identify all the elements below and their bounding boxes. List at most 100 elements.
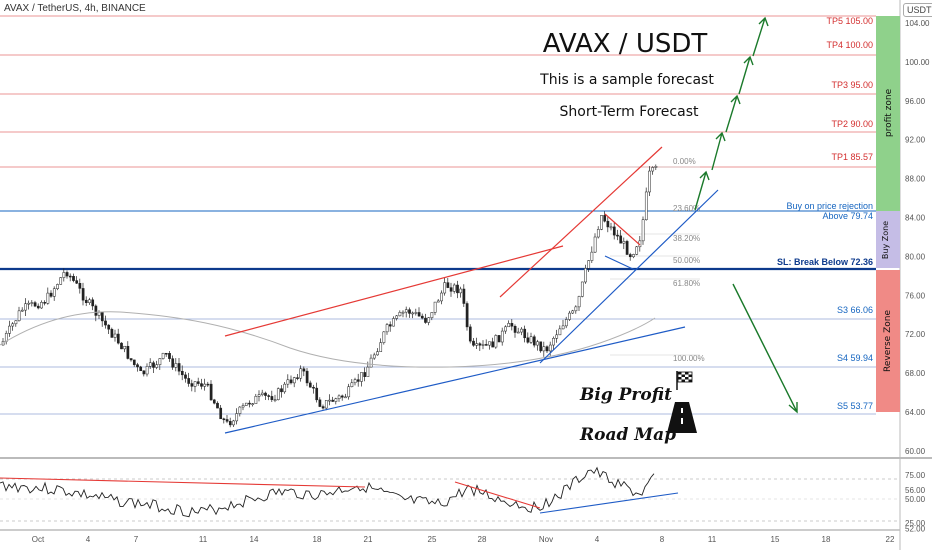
candle-body: [414, 312, 418, 314]
candle-body: [132, 359, 136, 365]
profit-zone-label: profit zone: [884, 88, 894, 137]
candle-body: [603, 215, 607, 222]
candle-body: [449, 287, 453, 292]
candle-body: [372, 354, 376, 359]
arrow-1: [694, 170, 710, 211]
candle-body: [84, 299, 88, 303]
price-axis-label: 88.00: [905, 175, 926, 184]
time-axis-label: 22: [886, 535, 895, 544]
candle-body: [324, 400, 328, 409]
candle-body: [75, 280, 79, 284]
blue-uptrend-line: [539, 189, 719, 364]
candle-body: [276, 388, 280, 400]
time-axis-label: 14: [250, 535, 259, 544]
candle-body: [430, 312, 434, 318]
candle-body: [40, 302, 43, 309]
candle-body: [478, 343, 482, 346]
candle-body: [612, 226, 616, 236]
candle-body: [513, 325, 517, 333]
rsi-axis: 75.00 50.00 25.00: [905, 471, 926, 528]
candle-body: [27, 302, 31, 305]
time-axis-label: Nov: [539, 535, 553, 544]
candle-body: [139, 366, 143, 372]
candle-body: [577, 296, 581, 308]
candle-body: [216, 402, 219, 409]
rsi-axis-label: 25.00: [905, 519, 926, 528]
candle-body: [59, 277, 63, 285]
candle-body: [462, 288, 466, 304]
main-title: AVAX / USDT: [543, 29, 708, 59]
rsi-line: [0, 466, 655, 518]
candle-body: [580, 281, 584, 297]
candle-body: [209, 383, 213, 401]
checkered-flag-icon: [676, 371, 693, 390]
candle-body: [516, 331, 520, 334]
candle-body: [36, 305, 40, 309]
candle-body: [260, 392, 264, 395]
candle-body: [24, 303, 27, 311]
candle-body: [452, 284, 456, 292]
candle-body: [456, 284, 459, 294]
time-axis-label: 4: [595, 535, 600, 544]
candle-body: [30, 302, 34, 304]
price-axis-label: 100.00: [905, 58, 930, 67]
candle-body: [340, 395, 344, 398]
candle-body: [126, 345, 130, 359]
time-axis-label: 7: [134, 535, 139, 544]
candle-body: [379, 342, 383, 352]
price-axis-label: 60.00: [905, 447, 926, 456]
candle-body: [526, 337, 530, 343]
road-map-text: Road Map: [579, 425, 676, 445]
candle-body: [644, 191, 648, 220]
candle-body: [196, 381, 200, 384]
candle-body: [545, 346, 549, 352]
candle-body: [14, 320, 18, 325]
buy-above-label: Above 79.74: [822, 211, 873, 221]
road-icon: [667, 402, 697, 433]
time-axis[interactable]: Oct 4 7 11 14 18 21 25 28 Nov 4 8 11 15 18 22: [32, 535, 895, 544]
candle-body: [561, 325, 565, 330]
candle-body: [244, 402, 248, 406]
time-axis-label: 21: [364, 535, 373, 544]
candle-body: [174, 363, 178, 368]
candle-body: [350, 382, 354, 388]
candle-body: [654, 166, 658, 168]
fib-382-label: 38.20%: [673, 234, 700, 243]
reverse-zone-band: [876, 270, 900, 412]
price-axis-label: 104.00: [905, 19, 930, 28]
candle-body: [385, 324, 389, 333]
candle-body: [289, 379, 293, 384]
candle-body: [62, 272, 66, 278]
tp4-label: TP4 100.00: [826, 40, 873, 50]
candle-body: [363, 372, 367, 377]
candle-body: [625, 241, 629, 255]
candle-body: [241, 405, 245, 408]
candle-body: [491, 341, 495, 348]
blue-support-line: [224, 326, 686, 434]
candle-body: [334, 398, 338, 402]
candle-body: [238, 406, 242, 414]
candle-body: [206, 383, 210, 386]
price-axis[interactable]: 104.00 100.00 96.00 92.00 88.00 84.00 80.00 76.…: [905, 19, 930, 534]
candle-body: [420, 315, 424, 319]
candle-body: [56, 284, 59, 289]
candle-body: [651, 167, 655, 172]
candle-body: [542, 346, 546, 352]
candle-body: [376, 351, 379, 356]
arrow-down: [732, 283, 798, 414]
candle-body: [145, 366, 149, 375]
candle-body: [443, 282, 447, 294]
fib-0-label: 0.00%: [673, 157, 696, 166]
candle-body: [219, 407, 223, 420]
candle-body: [552, 338, 555, 346]
candle-body: [440, 292, 443, 302]
candle-body: [641, 219, 645, 242]
candle-body: [648, 170, 651, 193]
tp5-label: TP5 105.00: [826, 16, 873, 26]
currency-tag[interactable]: USDT: [903, 3, 932, 17]
candle-body: [337, 395, 341, 399]
chart-symbol-header: AVAX / TetherUS, 4h, BINANCE: [4, 3, 146, 14]
candle-body: [270, 396, 274, 400]
candle-body: [190, 383, 194, 387]
